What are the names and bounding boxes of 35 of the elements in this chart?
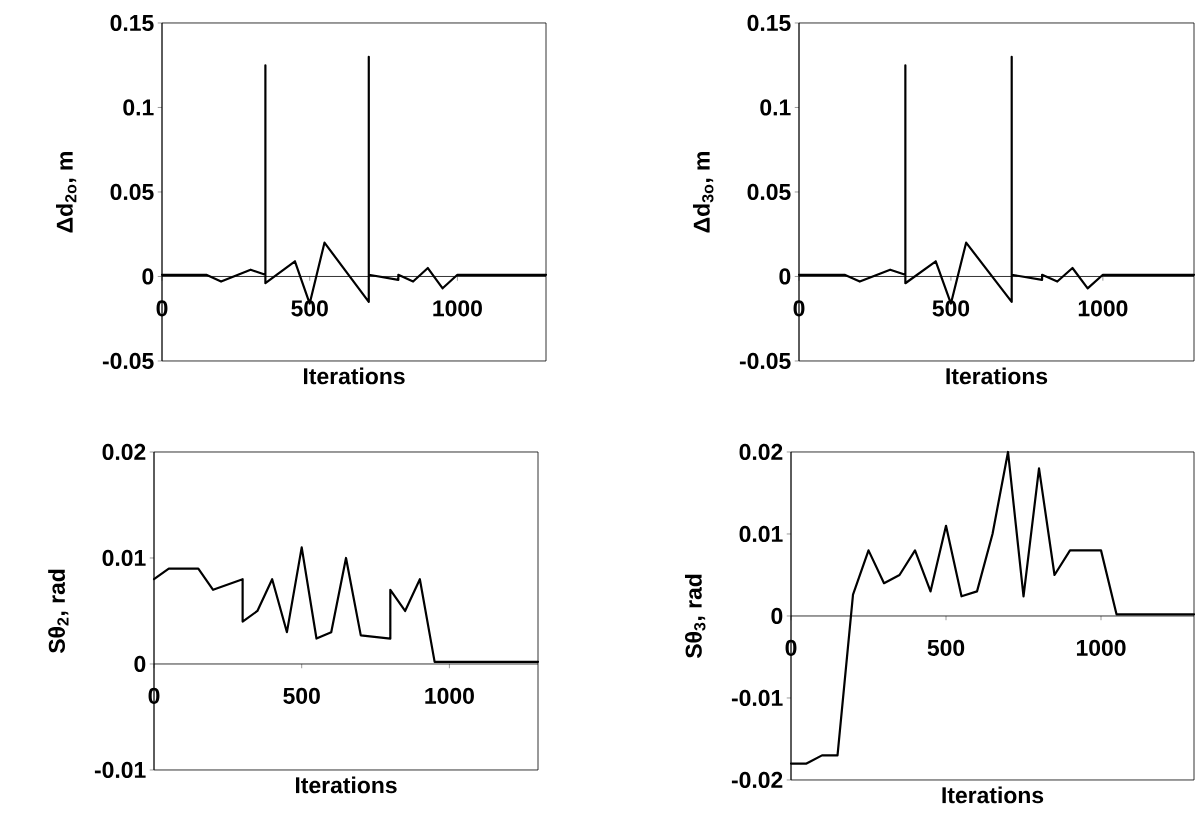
y-tick-label: 0.05: [110, 183, 154, 201]
y-tick-label: -0.02: [731, 771, 783, 789]
y-axis-title: Δd$_{2o}$, m: [56, 152, 77, 233]
y-tick-label: 0.02: [739, 443, 783, 461]
y-tick-label: 0: [771, 607, 783, 625]
y-tick-label: 0.15: [747, 14, 791, 32]
y-tick-label: 0: [779, 268, 791, 285]
y-axis-title: Sθ$_{2}$, rad: [48, 569, 69, 654]
x-tick-label: 1000: [433, 300, 482, 317]
y-tick-label: 0: [142, 268, 154, 285]
x-tick-label: 500: [927, 639, 965, 656]
y-tick-label: -0.01: [94, 761, 146, 779]
y-tick-label: -0.05: [739, 352, 791, 370]
x-tick-label: 1000: [1076, 639, 1126, 656]
x-tick-label: 500: [932, 300, 970, 317]
x-tick-label: 1000: [425, 687, 474, 704]
y-tick-label: 0.05: [747, 183, 791, 201]
x-axis-title: Iterations: [946, 367, 1048, 385]
x-axis-title: Iterations: [942, 786, 1044, 804]
y-tick-label: 0.1: [123, 99, 154, 116]
y-tick-label: 0.1: [760, 99, 791, 116]
y-tick-label: 0.02: [102, 443, 146, 461]
x-axis-title: Iterations: [303, 367, 405, 385]
x-tick-label: 500: [283, 687, 320, 704]
y-tick-label: 0.15: [110, 14, 154, 32]
y-tick-label: -0.01: [731, 689, 783, 707]
y-axis-title: Δd$_{3o}$, m: [692, 152, 714, 233]
y-tick-label: -0.05: [102, 352, 154, 370]
y-tick-label: 0.01: [739, 525, 783, 543]
x-axis-title: Iterations: [295, 776, 397, 794]
x-tick-label: 500: [291, 300, 328, 317]
y-axis-title: Sθ$_{3}$, rad: [684, 574, 706, 659]
x-tick-label: 1000: [1078, 300, 1128, 317]
y-tick-label: 0: [134, 655, 146, 673]
y-tick-label: 0.01: [102, 549, 146, 567]
